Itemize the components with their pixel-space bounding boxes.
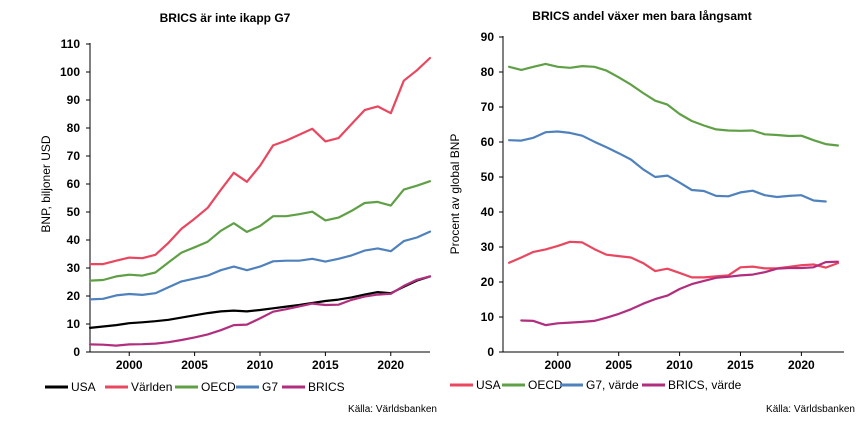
left-legend-label-varlden: Världen	[131, 380, 172, 394]
left-legend-item-oecd: OECD	[175, 380, 236, 394]
left-x-tick-label: 2020	[377, 358, 404, 372]
right-chart-title: BRICS andel växer men bara långsamt	[532, 9, 751, 23]
left-y-tick-label: 0	[73, 345, 80, 359]
right-source-note: Källa: Världsbanken	[766, 404, 855, 415]
left-series-lines	[88, 56, 432, 347]
right-y-tick-label: 90	[481, 30, 495, 44]
left-source-note: Källa: Världsbanken	[348, 404, 437, 415]
right-x-tick-label: 2005	[605, 358, 632, 372]
right-chart: BRICS andel växer men bara långsamt Proc…	[448, 9, 855, 415]
right-series-line-oecd	[508, 62, 839, 147]
left-y-tick-label: 80	[67, 121, 81, 135]
left-legend: USA Världen OECD G7 BRICS	[45, 380, 345, 394]
right-y-tick-label: 10	[481, 310, 495, 324]
right-series-line-g7-v-rde	[508, 130, 827, 203]
left-y-ticks: 0 10 20 30 40 50 60 70 80 90 100 110	[60, 37, 90, 359]
left-y-tick-label: 20	[67, 289, 81, 303]
left-y-tick-label: 90	[67, 93, 81, 107]
right-y-tick-label: 80	[481, 65, 495, 79]
right-legend-item-brics: BRICS, värde	[642, 378, 742, 392]
left-x-tick-label: 2005	[181, 358, 208, 372]
left-legend-item-usa: USA	[45, 380, 96, 394]
right-series-lines	[508, 62, 839, 327]
right-x-tick-label: 2010	[666, 358, 693, 372]
right-legend-label-oecd: OECD	[528, 378, 563, 392]
left-y-tick-label: 100	[60, 65, 80, 79]
left-y-tick-label: 30	[67, 261, 81, 275]
right-legend: USA OECD G7, värde BRICS, värde	[450, 378, 742, 392]
right-legend-label-g7: G7, värde	[586, 378, 639, 392]
right-y-ticks: 0 10 20 30 40 50 60 70 80 90	[481, 30, 503, 359]
left-y-tick-label: 60	[67, 177, 81, 191]
left-y-tick-label: 10	[67, 317, 81, 331]
left-legend-label-usa: USA	[71, 380, 96, 394]
left-series-line-brics	[88, 275, 432, 347]
left-y-tick-label: 110	[61, 37, 81, 51]
left-series-line-oecd	[88, 180, 432, 282]
right-legend-label-usa: USA	[476, 378, 501, 392]
left-legend-label-oecd: OECD	[201, 380, 236, 394]
left-chart: BRICS är inte ikapp G7 BNP, biljoner USD…	[39, 11, 437, 415]
right-x-tick-label: 2000	[544, 358, 571, 372]
right-x-tick-label: 2015	[727, 358, 754, 372]
right-y-tick-label: 70	[481, 100, 495, 114]
left-series-line-usa	[88, 275, 432, 329]
left-legend-label-brics: BRICS	[308, 380, 345, 394]
right-x-ticks: 2000 2005 2010 2015 2020	[544, 352, 815, 372]
left-x-tick-label: 2010	[247, 358, 274, 372]
right-y-tick-label: 0	[487, 345, 494, 359]
right-series-line-usa	[508, 240, 839, 279]
left-series-line-v-rlden	[88, 56, 432, 266]
left-legend-item-g7: G7	[236, 380, 278, 394]
right-y-tick-label: 50	[481, 170, 495, 184]
right-legend-item-usa: USA	[450, 378, 501, 392]
left-y-tick-label: 50	[67, 205, 81, 219]
left-x-tick-label: 2000	[116, 358, 143, 372]
right-y-tick-label: 40	[481, 205, 495, 219]
left-legend-label-g7: G7	[262, 380, 278, 394]
left-x-ticks: 2000 2005 2010 2015 2020	[116, 352, 404, 372]
left-series-line-g7	[88, 230, 432, 301]
right-legend-label-brics: BRICS, värde	[668, 378, 742, 392]
right-y-tick-label: 60	[481, 135, 495, 149]
right-x-tick-label: 2020	[788, 358, 815, 372]
left-legend-item-varlden: Världen	[105, 380, 172, 394]
right-y-tick-label: 20	[481, 275, 495, 289]
right-y-axis-label: Procent av global BNP	[448, 134, 462, 255]
right-series-line-brics-v-rde	[520, 260, 839, 327]
left-y-axis-label: BNP, biljoner USD	[39, 135, 53, 232]
right-legend-item-g7: G7, värde	[560, 378, 639, 392]
right-y-tick-label: 30	[481, 240, 495, 254]
left-legend-item-brics: BRICS	[282, 380, 345, 394]
left-chart-title: BRICS är inte ikapp G7	[160, 11, 291, 25]
left-y-tick-label: 70	[67, 149, 81, 163]
left-y-tick-label: 40	[67, 233, 81, 247]
right-legend-item-oecd: OECD	[502, 378, 563, 392]
left-x-tick-label: 2015	[312, 358, 339, 372]
